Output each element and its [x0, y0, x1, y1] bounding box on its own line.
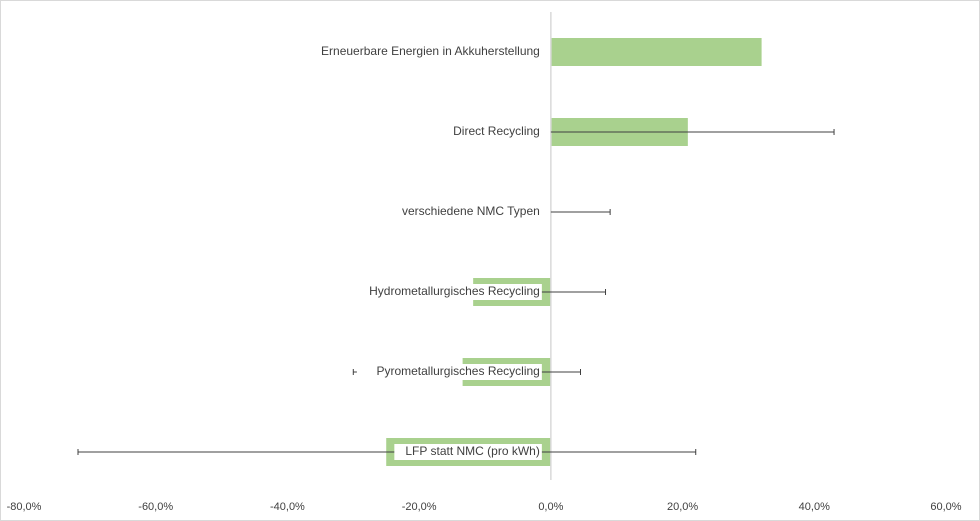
category-label-0: Erneuerbare Energien in Akkuherstellung — [321, 44, 540, 58]
error-bar-5 — [77, 449, 697, 455]
bars-layer — [386, 38, 762, 466]
x-tick-label-3: -20,0% — [402, 501, 437, 513]
x-tick-labels-layer: -80,0% -60,0% -40,0% -20,0% 0,0% 20,0% 40,0% 60… — [7, 501, 962, 513]
category-label-5: LFP statt NMC (pro kWh) — [405, 444, 539, 458]
x-tick-label-1: -60,0% — [138, 501, 173, 513]
x-tick-label-2: -40,0% — [270, 501, 305, 513]
category-label-backing-0 — [294, 44, 542, 60]
category-label-1: Direct Recycling — [453, 124, 540, 138]
category-label-4: Pyrometallurgisches Recycling — [376, 364, 539, 378]
bar-0 — [550, 38, 762, 66]
error-bar-2 — [550, 209, 611, 215]
x-tick-label-4: 0,0% — [538, 501, 563, 513]
x-tick-label-6: 40,0% — [799, 501, 830, 513]
category-label-backing-1 — [438, 124, 542, 140]
category-label-backing-5 — [394, 444, 542, 460]
category-labels-layer: Erneuerbare Energien in Akkuherstellung D… — [294, 44, 542, 460]
category-label-3: Hydrometallurgisches Recycling — [369, 284, 540, 298]
category-label-2: verschiedene NMC Typen — [402, 204, 540, 218]
x-tick-label-0: -80,0% — [7, 501, 42, 513]
category-label-backing-2 — [400, 204, 542, 220]
error-bar-1 — [550, 129, 835, 135]
category-label-backing-4 — [356, 364, 542, 380]
x-tick-label-5: 20,0% — [667, 501, 698, 513]
category-label-backing-3 — [350, 284, 542, 300]
x-tick-label-7: 60,0% — [930, 501, 961, 513]
